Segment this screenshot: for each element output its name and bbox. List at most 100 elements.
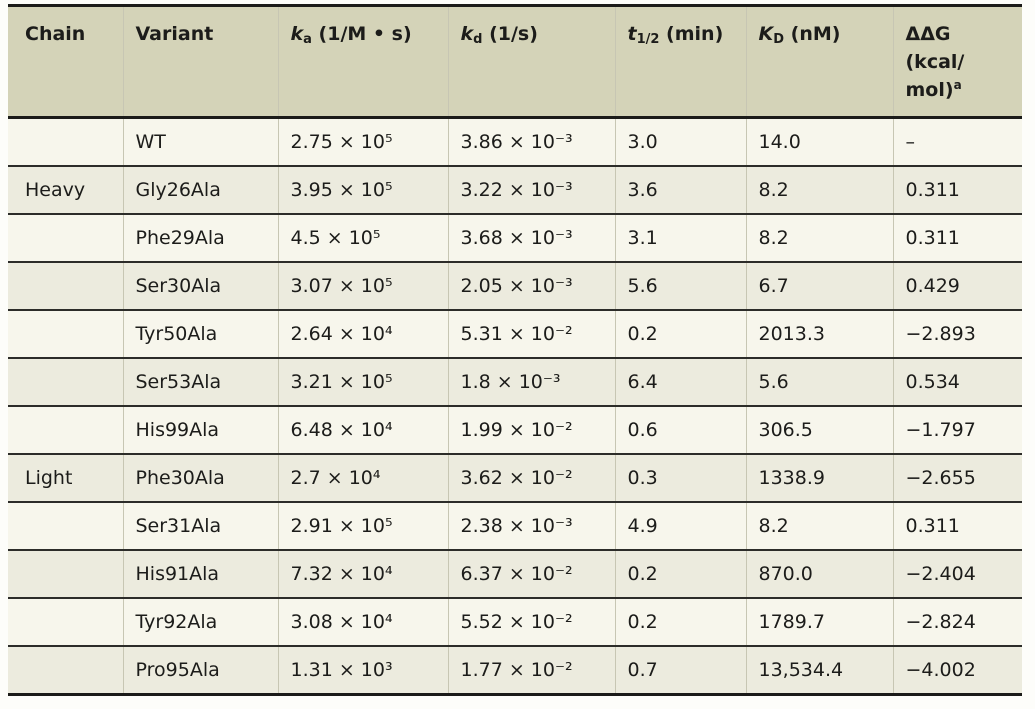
cell-ka: 6.48 × 10⁴ — [277, 405, 448, 454]
cell-ddG: −1.797 — [892, 405, 1022, 454]
column-header-ka-part: a — [303, 32, 312, 47]
cell-ka: 3.08 × 10⁴ — [277, 597, 448, 646]
column-header-t-half-part: 1/2 — [636, 32, 660, 47]
cell-kd: 3.86 × 10⁻³ — [447, 117, 615, 166]
cell-variant: His99Ala — [122, 405, 278, 454]
table-header: Chain Variant ka (1/M • s) kd (1/s) t1/2 (mi… — [8, 5, 1022, 119]
column-header-ka-part: k — [290, 23, 304, 45]
cell-ddG: 0.311 — [892, 165, 1022, 214]
cell-t-half: 0.3 — [614, 453, 746, 502]
header-row: Chain Variant ka (1/M • s) kd (1/s) t1/2 (mi… — [8, 5, 1022, 119]
cell-ddG: −2.893 — [892, 309, 1022, 358]
cell-variant: WT — [122, 117, 278, 166]
cell-ddG: 0.311 — [892, 213, 1022, 262]
cell-variant: Phe29Ala — [122, 213, 278, 262]
cell-chain — [8, 261, 123, 310]
column-header-chain-part: Chain — [25, 23, 86, 45]
column-header-t-half-part: t — [627, 23, 637, 45]
cell-ka: 3.21 × 10⁵ — [277, 357, 448, 406]
cell-ddG: −2.824 — [892, 597, 1022, 646]
cell-kD: 870.0 — [745, 549, 893, 598]
column-header-kD: KD (nM) — [745, 5, 893, 119]
cell-ka: 3.07 × 10⁵ — [277, 261, 448, 310]
cell-ddG: 0.534 — [892, 357, 1022, 406]
column-header-variant: Variant — [122, 5, 278, 119]
cell-t-half: 0.7 — [614, 645, 746, 695]
cell-kD: 8.2 — [745, 165, 893, 214]
cell-kd: 2.38 × 10⁻³ — [447, 501, 615, 550]
cell-kd: 3.62 × 10⁻² — [447, 453, 615, 502]
cell-kd: 2.05 × 10⁻³ — [447, 261, 615, 310]
cell-chain — [8, 549, 123, 598]
cell-ka: 2.91 × 10⁵ — [277, 501, 448, 550]
cell-kd: 5.31 × 10⁻² — [447, 309, 615, 358]
cell-kD: 5.6 — [745, 357, 893, 406]
column-header-variant-part: Variant — [135, 23, 214, 45]
column-header-kD-part: D — [773, 32, 785, 47]
cell-chain — [8, 357, 123, 406]
column-header-chain: Chain — [8, 5, 123, 119]
cell-variant: Phe30Ala — [122, 453, 278, 502]
column-header-ddG-part: a — [953, 78, 962, 92]
column-header-kd-part: d — [473, 32, 483, 47]
column-header-t-half-part: (min) — [659, 23, 724, 45]
cell-variant: Ser30Ala — [122, 261, 278, 310]
table-row-His91Ala: His91Ala 7.32 × 10⁴ 6.37 × 10⁻² 0.2 870.0 −2.… — [8, 549, 1022, 598]
cell-kd: 1.99 × 10⁻² — [447, 405, 615, 454]
cell-chain — [8, 501, 123, 550]
cell-t-half: 3.6 — [614, 165, 746, 214]
cell-ka: 2.7 × 10⁴ — [277, 453, 448, 502]
column-header-kD-part: (nM) — [784, 23, 841, 45]
cell-t-half: 4.9 — [614, 501, 746, 550]
cell-ddG: −2.404 — [892, 549, 1022, 598]
cell-chain — [8, 597, 123, 646]
cell-kD: 2013.3 — [745, 309, 893, 358]
column-header-ddG-part: ΔΔG (kcal/ mol) — [905, 23, 965, 101]
cell-ka: 1.31 × 10³ — [277, 645, 448, 695]
column-header-kD-part: K — [758, 23, 774, 45]
cell-variant: His91Ala — [122, 549, 278, 598]
cell-kD: 14.0 — [745, 117, 893, 166]
table-row-His99Ala: His99Ala 6.48 × 10⁴ 1.99 × 10⁻² 0.6 306.5 −1.… — [8, 405, 1022, 454]
cell-variant: Ser31Ala — [122, 501, 278, 550]
cell-variant: Gly26Ala — [122, 165, 278, 214]
cell-t-half: 0.2 — [614, 549, 746, 598]
column-header-kd-part: k — [460, 23, 474, 45]
cell-kd: 6.37 × 10⁻² — [447, 549, 615, 598]
kinetics-table-container: Chain Variant ka (1/M • s) kd (1/s) t1/2 (mi… — [8, 4, 1022, 696]
cell-kD: 8.2 — [745, 213, 893, 262]
cell-chain — [8, 405, 123, 454]
column-header-kd: kd (1/s) — [447, 5, 615, 119]
column-header-ka-part: (1/M • s) — [311, 23, 412, 45]
cell-t-half: 0.6 — [614, 405, 746, 454]
kinetics-table: Chain Variant ka (1/M • s) kd (1/s) t1/2 (mi… — [8, 4, 1022, 696]
cell-t-half: 5.6 — [614, 261, 746, 310]
column-header-ka: ka (1/M • s) — [277, 5, 448, 119]
column-header-t-half: t1/2 (min) — [614, 5, 746, 119]
cell-variant: Pro95Ala — [122, 645, 278, 695]
cell-chain — [8, 213, 123, 262]
table-row-Gly26Ala: Heavy Gly26Ala 3.95 × 10⁵ 3.22 × 10⁻³ 3.6 8.2… — [8, 165, 1022, 214]
cell-ddG: −4.002 — [892, 645, 1022, 695]
cell-kD: 8.2 — [745, 501, 893, 550]
cell-variant: Ser53Ala — [122, 357, 278, 406]
cell-kD: 1338.9 — [745, 453, 893, 502]
cell-ka: 2.75 × 10⁵ — [277, 117, 448, 166]
cell-ka: 7.32 × 10⁴ — [277, 549, 448, 598]
table-row-Phe29Ala: Phe29Ala 4.5 × 10⁵ 3.68 × 10⁻³ 3.1 8.2 0.311 — [8, 213, 1022, 262]
table-row-Tyr50Ala: Tyr50Ala 2.64 × 10⁴ 5.31 × 10⁻² 0.2 2013.3 −2… — [8, 309, 1022, 358]
cell-kD: 13,534.4 — [745, 645, 893, 695]
cell-variant: Tyr92Ala — [122, 597, 278, 646]
cell-chain — [8, 309, 123, 358]
cell-kD: 306.5 — [745, 405, 893, 454]
cell-kd: 1.8 × 10⁻³ — [447, 357, 615, 406]
table-row-Ser31Ala: Ser31Ala 2.91 × 10⁵ 2.38 × 10⁻³ 4.9 8.2 0.311 — [8, 501, 1022, 550]
table-body: WT 2.75 × 10⁵ 3.86 × 10⁻³ 3.0 14.0– Heavy Gly2… — [8, 117, 1022, 695]
cell-kD: 6.7 — [745, 261, 893, 310]
cell-kd: 3.22 × 10⁻³ — [447, 165, 615, 214]
cell-ka: 4.5 × 10⁵ — [277, 213, 448, 262]
cell-chain: Light — [8, 453, 123, 502]
table-row-Pro95Ala: Pro95Ala 1.31 × 10³ 1.77 × 10⁻² 0.7 13,534.4… — [8, 645, 1022, 695]
table-row-Tyr92Ala: Tyr92Ala 3.08 × 10⁴ 5.52 × 10⁻² 0.2 1789.7 −2… — [8, 597, 1022, 646]
cell-variant: Tyr50Ala — [122, 309, 278, 358]
